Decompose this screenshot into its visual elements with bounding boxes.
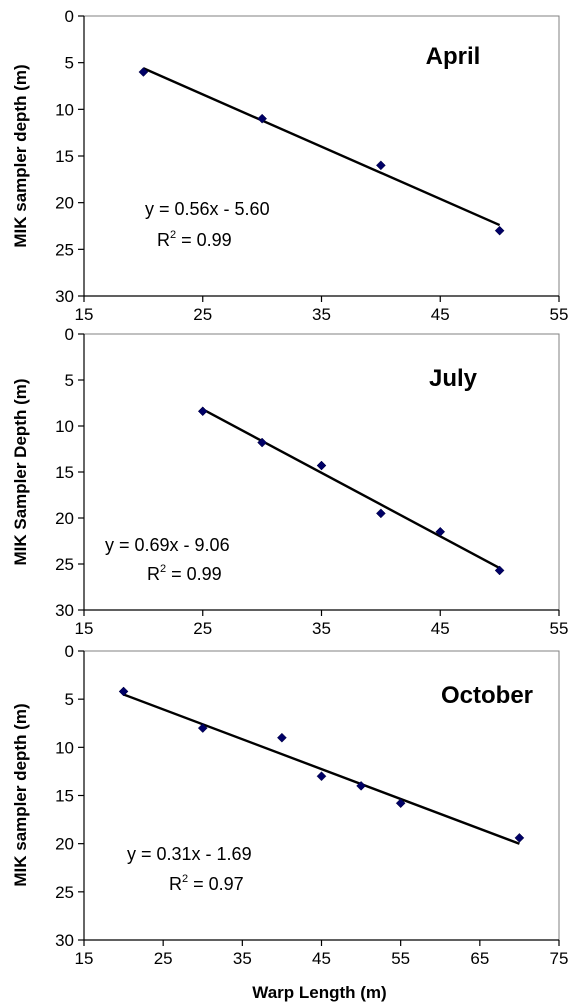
y-tick-label: 0 [65, 325, 74, 344]
r-squared-symbol: R [169, 874, 182, 894]
trendline [202, 408, 501, 570]
data-point [494, 565, 505, 576]
y-axis-label: MIK sampler depth (m) [11, 703, 30, 886]
y-axis-label: MIK Sampler Depth (m) [11, 378, 30, 565]
data-point [395, 798, 406, 809]
data-point [514, 833, 525, 843]
regression-equation: y = 0.69x - 9.06 [105, 535, 230, 555]
y-tick-label: 20 [55, 194, 74, 213]
data-point [257, 113, 267, 124]
r-squared-superscript: 2 [160, 563, 166, 575]
y-tick-label: 25 [55, 883, 74, 902]
r-squared-value: = 0.99 [176, 230, 232, 250]
data-point [376, 160, 386, 171]
x-tick-label: 55 [550, 305, 569, 324]
trendline [123, 693, 520, 845]
data-point [257, 437, 267, 448]
r-squared-symbol: R [147, 564, 160, 584]
r-squared-superscript: 2 [182, 873, 188, 885]
chart-title: July [429, 365, 478, 392]
data-point [138, 67, 149, 77]
x-tick-label: 65 [470, 949, 489, 968]
plot-area [83, 650, 560, 941]
y-tick-label: 5 [65, 690, 74, 709]
data-point [356, 781, 366, 791]
x-tick-label: 55 [391, 949, 410, 968]
x-tick-label: 45 [431, 619, 450, 638]
x-tick-label: 25 [193, 619, 212, 638]
r-squared-label: R2 = 0.97 [169, 873, 244, 894]
r-squared-label: R2 = 0.99 [147, 563, 222, 584]
y-tick-label: 0 [65, 7, 74, 26]
data-point [197, 406, 208, 417]
y-tick-label: 30 [55, 287, 74, 306]
y-tick-label: 30 [55, 931, 74, 950]
y-tick-label: 15 [55, 787, 74, 806]
x-tick-label: 75 [550, 949, 569, 968]
data-point [376, 508, 386, 519]
y-tick-label: 25 [55, 555, 74, 574]
y-tick-label: 20 [55, 509, 74, 528]
data-point [197, 723, 208, 733]
y-axis-label: MIK sampler depth (m) [11, 64, 30, 247]
y-tick-label: 30 [55, 601, 74, 620]
x-tick-label: 25 [193, 305, 212, 324]
y-tick-label: 20 [55, 835, 74, 854]
y-tick-label: 5 [65, 54, 74, 73]
y-tick-label: 10 [55, 738, 74, 757]
r-squared-label: R2 = 0.99 [157, 229, 232, 250]
data-point [316, 771, 327, 782]
data-point [316, 460, 327, 471]
x-tick-label: 45 [312, 949, 331, 968]
x-tick-label: 15 [75, 949, 94, 968]
r-squared-value: = 0.97 [188, 874, 244, 894]
x-tick-label: 25 [154, 949, 173, 968]
r-squared-value: = 0.99 [166, 564, 222, 584]
data-point [435, 526, 446, 537]
chart-title: April [426, 43, 481, 70]
y-tick-label: 15 [55, 147, 74, 166]
x-tick-label: 55 [550, 619, 569, 638]
y-tick-label: 15 [55, 463, 74, 482]
r-squared-superscript: 2 [170, 229, 176, 241]
y-tick-label: 0 [65, 642, 74, 661]
y-tick-label: 25 [55, 240, 74, 259]
data-point [118, 686, 129, 697]
regression-equation: y = 0.31x - 1.69 [127, 844, 252, 864]
plot-area [83, 15, 560, 297]
r-squared-symbol: R [157, 230, 170, 250]
x-tick-label: 45 [431, 305, 450, 324]
trendline [142, 67, 501, 227]
y-tick-label: 10 [55, 100, 74, 119]
regression-equation: y = 0.56x - 5.60 [145, 199, 270, 219]
y-tick-label: 5 [65, 371, 74, 390]
data-point [494, 225, 505, 236]
chart-title: October [441, 682, 533, 709]
x-tick-label: 35 [233, 949, 252, 968]
x-tick-label: 15 [75, 619, 94, 638]
x-axis-label: Warp Length (m) [252, 983, 386, 1002]
y-tick-label: 10 [55, 417, 74, 436]
x-tick-label: 15 [75, 305, 94, 324]
x-tick-label: 35 [312, 305, 331, 324]
x-tick-label: 35 [312, 619, 331, 638]
data-point [277, 732, 287, 743]
